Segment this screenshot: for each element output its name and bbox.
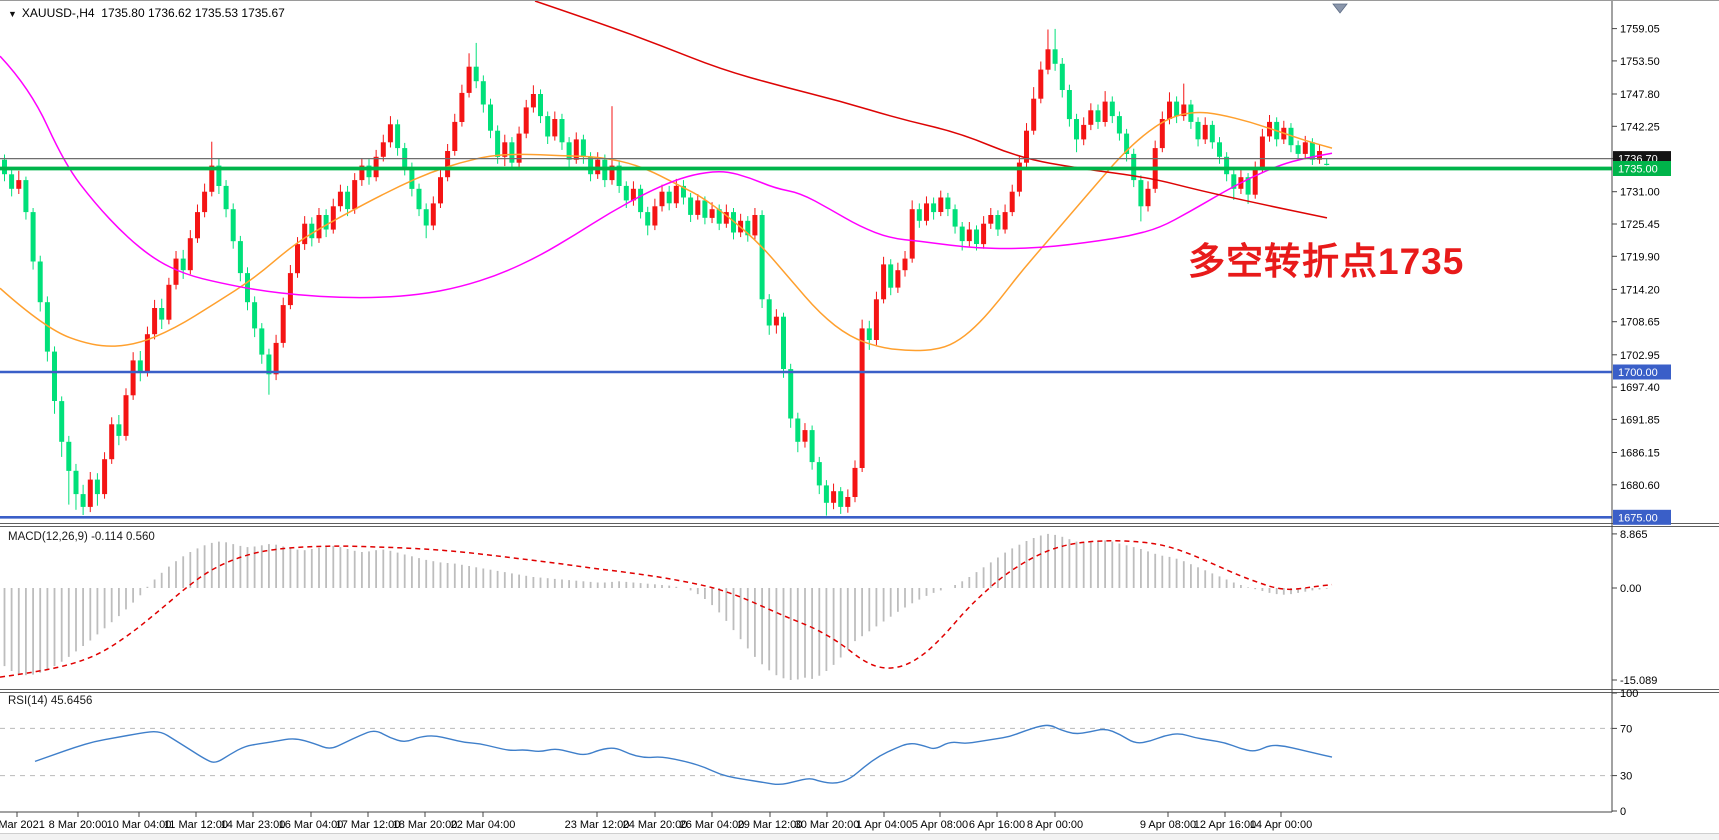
svg-text:24 Mar 20:00: 24 Mar 20:00 (623, 819, 688, 831)
svg-text:1753.50: 1753.50 (1620, 56, 1660, 68)
svg-text:17 Mar 12:00: 17 Mar 12:00 (336, 819, 401, 831)
svg-text:8 Mar 20:00: 8 Mar 20:00 (49, 819, 108, 831)
svg-text:26 Mar 04:00: 26 Mar 04:00 (680, 819, 745, 831)
svg-text:1702.95: 1702.95 (1620, 350, 1660, 362)
svg-text:1735.00: 1735.00 (1618, 163, 1658, 175)
svg-text:11 Mar 12:00: 11 Mar 12:00 (164, 819, 228, 831)
svg-text:1731.00: 1731.00 (1620, 187, 1660, 199)
ma-line-slow-red (534, 1, 1328, 219)
ma-line-medium-magenta (0, 55, 1333, 299)
candlesticks (2, 28, 1330, 516)
panel-separators[interactable] (0, 523, 1719, 693)
svg-text:8.865: 8.865 (1620, 529, 1648, 541)
ma-line-fast-orange (0, 111, 1333, 352)
svg-text:5 Apr 08:00: 5 Apr 08:00 (912, 819, 968, 831)
symbol-title: XAUUSD-,H4 (21, 6, 95, 20)
svg-text:5 Mar 2021: 5 Mar 2021 (0, 819, 45, 831)
svg-text:1700.00: 1700.00 (1618, 367, 1658, 379)
svg-text:8 Apr 00:00: 8 Apr 00:00 (1027, 819, 1083, 831)
svg-text:18 Mar 20:00: 18 Mar 20:00 (393, 819, 458, 831)
macd-indicator-label: MACD(12,26,9) -0.114 0.560 (8, 531, 155, 543)
svg-text:1742.25: 1742.25 (1620, 121, 1660, 133)
svg-text:30 Mar 20:00: 30 Mar 20:00 (795, 819, 860, 831)
bottom-strip (0, 833, 1719, 840)
svg-text:10 Mar 04:00: 10 Mar 04:00 (107, 819, 172, 831)
svg-text:0.00: 0.00 (1620, 583, 1641, 595)
svg-text:-15.089: -15.089 (1620, 675, 1657, 687)
svg-text:1675.00: 1675.00 (1618, 512, 1658, 524)
svg-text:6 Apr 16:00: 6 Apr 16:00 (969, 819, 1025, 831)
price-box-1675.00 (1613, 509, 1671, 525)
macd-histogram (3, 533, 1328, 680)
ohlc-readout: 1735.80 1736.62 1735.53 1735.67 (101, 6, 285, 20)
svg-text:1686.15: 1686.15 (1620, 448, 1660, 460)
svg-text:14 Mar 23:00: 14 Mar 23:00 (221, 819, 286, 831)
svg-text:30: 30 (1620, 771, 1632, 783)
svg-text:1725.45: 1725.45 (1620, 219, 1660, 231)
price-axis[interactable]: 1759.051753.501747.801742.251736.701731.… (1611, 1, 1660, 818)
svg-text:22 Mar 04:00: 22 Mar 04:00 (451, 819, 516, 831)
svg-text:1759.05: 1759.05 (1620, 24, 1660, 36)
svg-text:1708.65: 1708.65 (1620, 317, 1660, 329)
svg-text:70: 70 (1620, 723, 1632, 735)
svg-text:1714.20: 1714.20 (1620, 284, 1660, 296)
svg-text:1719.90: 1719.90 (1620, 251, 1660, 263)
svg-text:16 Mar 04:00: 16 Mar 04:00 (279, 819, 344, 831)
svg-text:1680.60: 1680.60 (1620, 480, 1660, 492)
rsi-indicator-label: RSI(14) 45.6456 (8, 695, 93, 707)
macd-signal-line (0, 540, 1333, 678)
svg-text:12 Apr 16:00: 12 Apr 16:00 (1194, 819, 1256, 831)
symbol-info: ▼ XAUUSD-,H4 1735.80 1736.62 1735.53 1735… (8, 6, 285, 20)
rsi-line (34, 724, 1333, 786)
svg-text:1 Apr 04:00: 1 Apr 04:00 (856, 819, 912, 831)
svg-text:1697.40: 1697.40 (1620, 382, 1660, 394)
rsi-levels (0, 727, 1612, 777)
price-box-1700.00 (1613, 364, 1671, 380)
chart-dropdown-icon[interactable]: ▼ (8, 9, 17, 19)
svg-text:100: 100 (1620, 688, 1638, 700)
svg-text:0: 0 (1620, 806, 1626, 818)
text-annotation[interactable]: 多空转折点1735 (1188, 241, 1465, 282)
down-arrow-marker[interactable] (1332, 3, 1348, 14)
svg-text:23 Mar 12:00: 23 Mar 12:00 (565, 819, 630, 831)
svg-text:29 Mar 12:00: 29 Mar 12:00 (738, 819, 803, 831)
moving-averages (0, 1, 1333, 352)
svg-text:9 Apr 08:00: 9 Apr 08:00 (1140, 819, 1196, 831)
svg-text:1747.80: 1747.80 (1620, 89, 1660, 101)
horizontal-lines (0, 158, 1612, 519)
svg-text:14 Apr 00:00: 14 Apr 00:00 (1250, 819, 1312, 831)
price-box-1735.00 (1613, 161, 1671, 176)
svg-text:1691.85: 1691.85 (1620, 414, 1660, 426)
